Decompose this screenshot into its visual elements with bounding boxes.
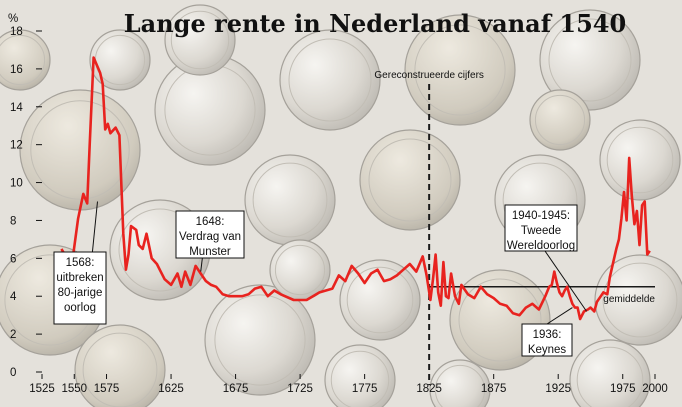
y-tick-label: 16 <box>10 64 23 76</box>
y-tick-label: 18 <box>10 26 23 38</box>
annotation: 1940-1945: Tweede Wereldoorlog <box>504 204 588 312</box>
annotation: 1936: Keynes <box>521 307 573 357</box>
coin-rim <box>414 24 506 116</box>
x-tick-label: 2000 <box>642 383 668 395</box>
coin-rim <box>602 262 678 338</box>
annotation-text: 1648: <box>196 216 225 228</box>
x-tick-label: 1875 <box>481 383 507 395</box>
coin <box>74 324 166 407</box>
y-tick-label: 4 <box>10 291 17 303</box>
coin <box>279 29 381 131</box>
coin <box>324 344 396 407</box>
coin-rim <box>548 18 632 102</box>
coin <box>164 4 236 76</box>
coin-rim <box>434 364 486 407</box>
y-tick-label: 14 <box>10 102 23 114</box>
x-axis: 1525 1550 1575 1625 1675 1725 1775 1825 1875 1925… <box>29 374 668 395</box>
annotation-text: Tweede <box>521 225 561 237</box>
coin <box>599 119 681 201</box>
coin <box>529 89 591 151</box>
x-tick-label: 1625 <box>158 383 184 395</box>
coin <box>569 339 651 407</box>
coin-rim <box>252 162 328 238</box>
y-tick-label: 12 <box>10 140 23 152</box>
coins-background <box>0 4 682 407</box>
annotation-text: 1568: <box>66 257 95 269</box>
coin-rim <box>0 34 46 86</box>
chart-title: Lange rente in Nederland vanaf 1540 <box>124 9 626 38</box>
coin <box>594 254 682 346</box>
divider-label: Gereconstrueerde cijfers <box>374 70 484 81</box>
coin-rim <box>606 126 674 194</box>
x-tick-label: 1550 <box>61 383 87 395</box>
annotation-text: Keynes <box>528 344 567 356</box>
x-tick-label: 1725 <box>287 383 313 395</box>
x-tick-label: 1575 <box>94 383 120 395</box>
annotation-box <box>53 251 107 325</box>
coin-rim <box>288 38 372 122</box>
y-axis: 0 2 4 6 8 10 12 14 16 18 <box>10 26 42 379</box>
average-label: gemiddelde <box>603 294 655 305</box>
x-tick-label: 1825 <box>416 383 442 395</box>
annotation-box <box>521 323 573 357</box>
x-tick-label: 1925 <box>545 383 571 395</box>
annotation-text: oorlog <box>64 302 96 314</box>
y-tick-label: 2 <box>10 329 16 341</box>
coin <box>339 259 421 341</box>
coin <box>0 29 51 91</box>
coin-rim <box>368 138 452 222</box>
series-line <box>60 56 651 321</box>
coin-rim <box>170 10 230 70</box>
coin <box>359 129 461 231</box>
annotation-pointer <box>544 250 588 312</box>
coin-rim <box>30 100 130 200</box>
coin <box>204 284 316 396</box>
coin-rim <box>214 294 306 386</box>
annotation: 1568: uitbreken 80-jarige oorlog <box>53 201 107 325</box>
annotation-pointer <box>546 307 573 325</box>
coin-rim <box>274 244 326 296</box>
coin-rim <box>330 350 390 407</box>
coin-rim <box>458 278 542 362</box>
y-tick-label: 0 <box>10 367 16 379</box>
y-tick-label: 8 <box>10 215 16 227</box>
annotation-text: Munster <box>189 246 231 258</box>
coin <box>429 359 491 407</box>
coin <box>89 29 151 91</box>
x-tick-label: 1525 <box>29 383 55 395</box>
y-tick-label: 6 <box>10 253 16 265</box>
annotation-text: uitbreken <box>56 272 103 284</box>
coin-rim <box>576 346 644 407</box>
coin <box>539 9 641 111</box>
annotation: 1648: Verdrag van Munster <box>175 210 245 272</box>
annotations: 1568: uitbreken 80-jarige oorlog 1648: Verdra… <box>53 201 588 357</box>
y-axis-label: % <box>8 13 18 25</box>
x-tick-label: 1775 <box>352 383 378 395</box>
annotation-text: 1940-1945: <box>512 210 570 222</box>
y-tick-label: 10 <box>10 178 23 190</box>
annotation-box <box>504 204 578 252</box>
coin-rim <box>346 266 414 334</box>
x-tick-label: 1975 <box>610 383 636 395</box>
annotation-text: 1936: <box>533 329 562 341</box>
coin-rim <box>534 94 586 146</box>
annotation-text: 80-jarige <box>58 287 103 299</box>
x-tick-label: 1675 <box>223 383 249 395</box>
annotation-text: Wereldoorlog <box>507 240 575 252</box>
annotation-box <box>175 210 245 259</box>
annotation-text: Verdrag van <box>179 231 241 243</box>
coin <box>404 14 516 126</box>
